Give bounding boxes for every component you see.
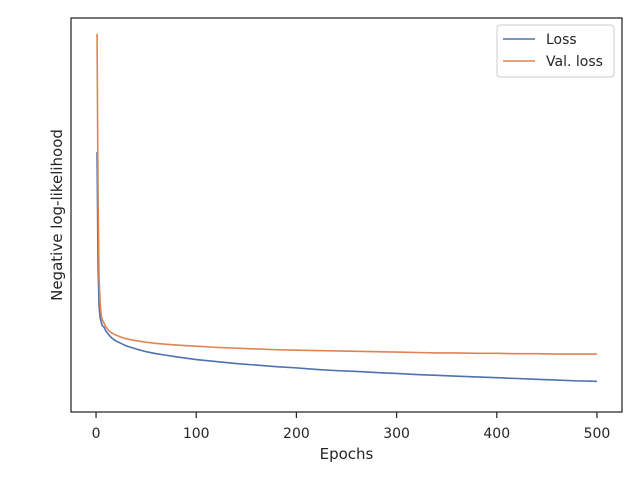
legend-label-loss: Loss [546, 32, 577, 48]
legend-label-val-loss: Val. loss [546, 54, 603, 70]
x-tick-label: 100 [183, 426, 210, 442]
x-tick-label: 0 [92, 426, 101, 442]
series-line-val-loss [96, 33, 597, 355]
x-tick-label: 400 [483, 426, 510, 442]
legend: Loss Val. loss [496, 24, 615, 78]
x-tick-label: 500 [584, 426, 611, 442]
x-axis-label: Epochs [320, 445, 374, 463]
x-axis-ticks: 0 100 200 300 400 500 [92, 412, 611, 442]
legend-box [496, 24, 615, 78]
series-layer [96, 33, 597, 383]
x-tick-label: 200 [283, 426, 310, 442]
x-tick-label: 300 [383, 426, 410, 442]
plot-area-frame [70, 17, 623, 413]
series-line-loss [96, 151, 597, 383]
y-axis-label: Negative log-likelihood [48, 129, 66, 301]
